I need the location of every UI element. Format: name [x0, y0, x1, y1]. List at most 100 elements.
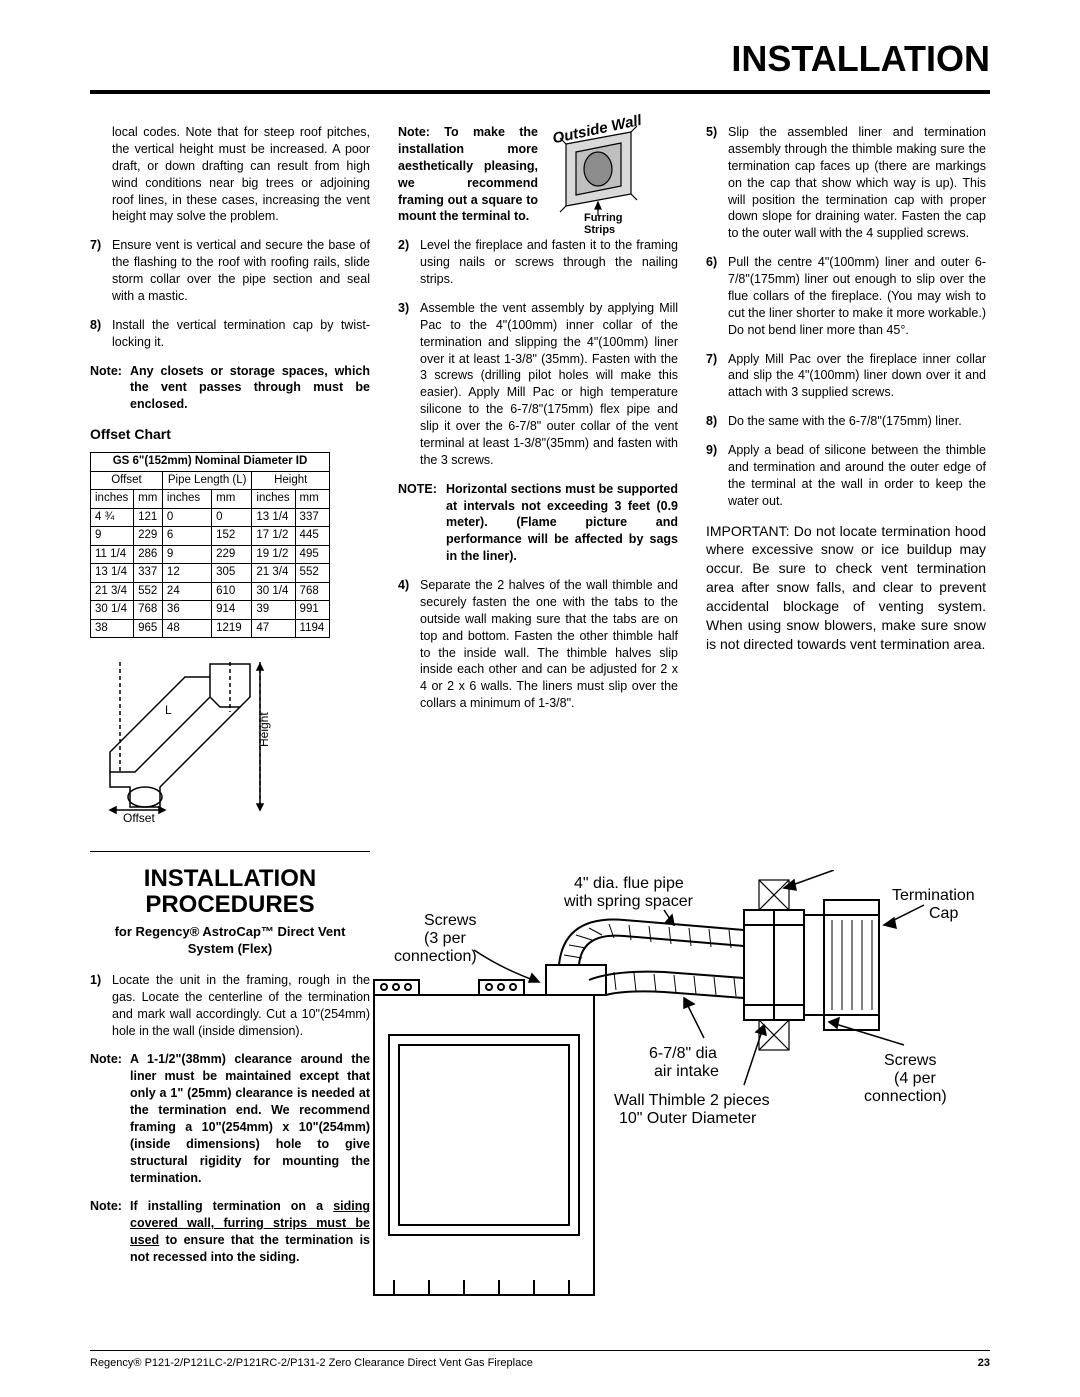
table-subheader-row: inches mm inches mm inches mm [91, 490, 330, 509]
diag-label-screws3: Screws [424, 912, 476, 929]
item-2: 2)Level the fireplace and fasten it to t… [398, 237, 678, 288]
column-1: local codes. Note that for steep roof pi… [90, 124, 370, 1278]
table-cell: 21 3/4 [252, 564, 295, 583]
table-cell: 286 [134, 545, 163, 564]
table-subheader: inches [252, 490, 295, 509]
item-6: 6)Pull the centre 4"(100mm) liner and ou… [706, 254, 986, 338]
table-subheader: mm [295, 490, 329, 509]
item-text: Locate the unit in the framing, rough in… [112, 972, 370, 1040]
item-text: Install the vertical termination cap by … [112, 317, 370, 351]
item-8: 8)Install the vertical termination cap b… [90, 317, 370, 351]
table-cell: 36 [162, 601, 211, 620]
note-label: NOTE: [398, 481, 446, 565]
table-cell: 610 [212, 582, 252, 601]
table-cell: 305 [212, 564, 252, 583]
diag-label-s4b: (4 per [894, 1070, 936, 1087]
table-subheader: inches [162, 490, 211, 509]
table-cell: 0 [162, 508, 211, 527]
offset-table: GS 6"(152mm) Nominal Diameter ID Offset … [90, 452, 330, 638]
item-text: Apply Mill Pac over the fireplace inner … [728, 351, 986, 402]
procedures-title-2: PROCEDURES [90, 892, 370, 918]
footer-left: Regency® P121-2/P121LC-2/P121RC-2/P131-2… [90, 1357, 533, 1369]
diag-label-flue2: with spring spacer [563, 893, 694, 910]
table-cell: 1219 [212, 619, 252, 638]
table-cell: 19 1/2 [252, 545, 295, 564]
proc-note-1: Note:A 1-1/2"(38mm) clearance around the… [90, 1051, 370, 1186]
item-text: Separate the 2 halves of the wall thimbl… [420, 577, 678, 712]
note-horizontal: NOTE:Horizontal sections must be support… [398, 481, 678, 565]
col2-top-block: Note: To make the installation more aest… [398, 124, 678, 225]
table-cell: 9 [91, 527, 134, 546]
table-cell: 152 [212, 527, 252, 546]
table-cell: 914 [212, 601, 252, 620]
note-seg: to ensure that the termination is not re… [130, 1233, 370, 1264]
diag-label-tcap2: Cap [929, 905, 958, 922]
offset-diagram: L Height Offset [90, 652, 290, 822]
item-num: 6) [706, 254, 728, 338]
table-cell: 9 [162, 545, 211, 564]
important-note: IMPORTANT: Do not locate termination hoo… [706, 522, 986, 654]
table-row: 9229615217 1/2445 [91, 527, 330, 546]
outside-wall-figure: Outside Wall FurringStrips [546, 124, 666, 225]
table-cell: 13 1/4 [252, 508, 295, 527]
note-label: Note: [90, 1198, 130, 1266]
diag-label-screws3c: connection) [394, 948, 477, 965]
table-cell: 965 [134, 619, 163, 638]
procedures-title-1: INSTALLATION [90, 866, 370, 892]
item-text: Ensure vent is vertical and secure the b… [112, 237, 370, 305]
page-footer: Regency® P121-2/P121LC-2/P121RC-2/P131-2… [90, 1350, 990, 1369]
note-closets: Note:Any closets or storage spaces, whic… [90, 363, 370, 414]
item-9: 9)Apply a bead of silicone between the t… [706, 442, 986, 510]
item-num: 9) [706, 442, 728, 510]
table-row: 21 3/45522461030 1/4768 [91, 582, 330, 601]
title-rule [90, 90, 990, 94]
item-3: 3)Assemble the vent assembly by applying… [398, 300, 678, 469]
section-divider [90, 851, 370, 852]
table-cell: 991 [295, 601, 329, 620]
item-5: 5)Slip the assembled liner and terminati… [706, 124, 986, 242]
item-num: 3) [398, 300, 420, 469]
note-make-text: Note: To make the installation more aest… [398, 124, 538, 225]
table-header: Height [252, 471, 330, 490]
item-text: Pull the centre 4"(100mm) liner and oute… [728, 254, 986, 338]
item-num: 8) [706, 413, 728, 430]
item-text: Slip the assembled liner and termination… [728, 124, 986, 242]
table-cell: 38 [91, 619, 134, 638]
table-cell: 4 ¾ [91, 508, 134, 527]
diag-label-intake1: 6-7/8" dia [649, 1045, 717, 1062]
table-header: Offset [91, 471, 163, 490]
diag-label-screws3b: (3 per [424, 930, 466, 947]
table-cell: 21 3/4 [91, 582, 134, 601]
item-text: Assemble the vent assembly by applying M… [420, 300, 678, 469]
table-row: 30 1/47683691439991 [91, 601, 330, 620]
page-title: INSTALLATION [0, 0, 1080, 90]
item-num: 7) [90, 237, 112, 305]
item-num: 8) [90, 317, 112, 351]
note-text: If installing termination on a siding co… [130, 1198, 370, 1266]
note-text: Horizontal sections must be supported at… [446, 481, 678, 565]
diag-label-th2: 10" Outer Diameter [619, 1110, 757, 1127]
table-row: 13 1/43371230521 3/4552 [91, 564, 330, 583]
note-seg: If installing termination on a [130, 1199, 333, 1213]
note-label: Note: [90, 363, 130, 414]
diag-label-intake2: air intake [654, 1063, 719, 1080]
table-cell: 47 [252, 619, 295, 638]
item-7: 7)Ensure vent is vertical and secure the… [90, 237, 370, 305]
furring-label: FurringStrips [584, 212, 623, 236]
item-num: 7) [706, 351, 728, 402]
table-cell: 0 [212, 508, 252, 527]
table-subheader: mm [212, 490, 252, 509]
table-cell: 337 [295, 508, 329, 527]
table-cell: 337 [134, 564, 163, 583]
item-text: Apply a bead of silicone between the thi… [728, 442, 986, 510]
table-cell: 495 [295, 545, 329, 564]
diag-label-s4c: connection) [864, 1088, 947, 1105]
proc-item-1: 1)Locate the unit in the framing, rough … [90, 972, 370, 1040]
table-cell: 445 [295, 527, 329, 546]
diag-offset-label: Offset [123, 811, 155, 822]
table-row: 38965481219471194 [91, 619, 330, 638]
diag-label-th1: Wall Thimble 2 pieces [614, 1092, 770, 1109]
procedures-subtitle: for Regency® AstroCap™ Direct Vent Syste… [90, 923, 370, 958]
proc-note-2: Note:If installing termination on a sidi… [90, 1198, 370, 1266]
table-cell: 768 [295, 582, 329, 601]
